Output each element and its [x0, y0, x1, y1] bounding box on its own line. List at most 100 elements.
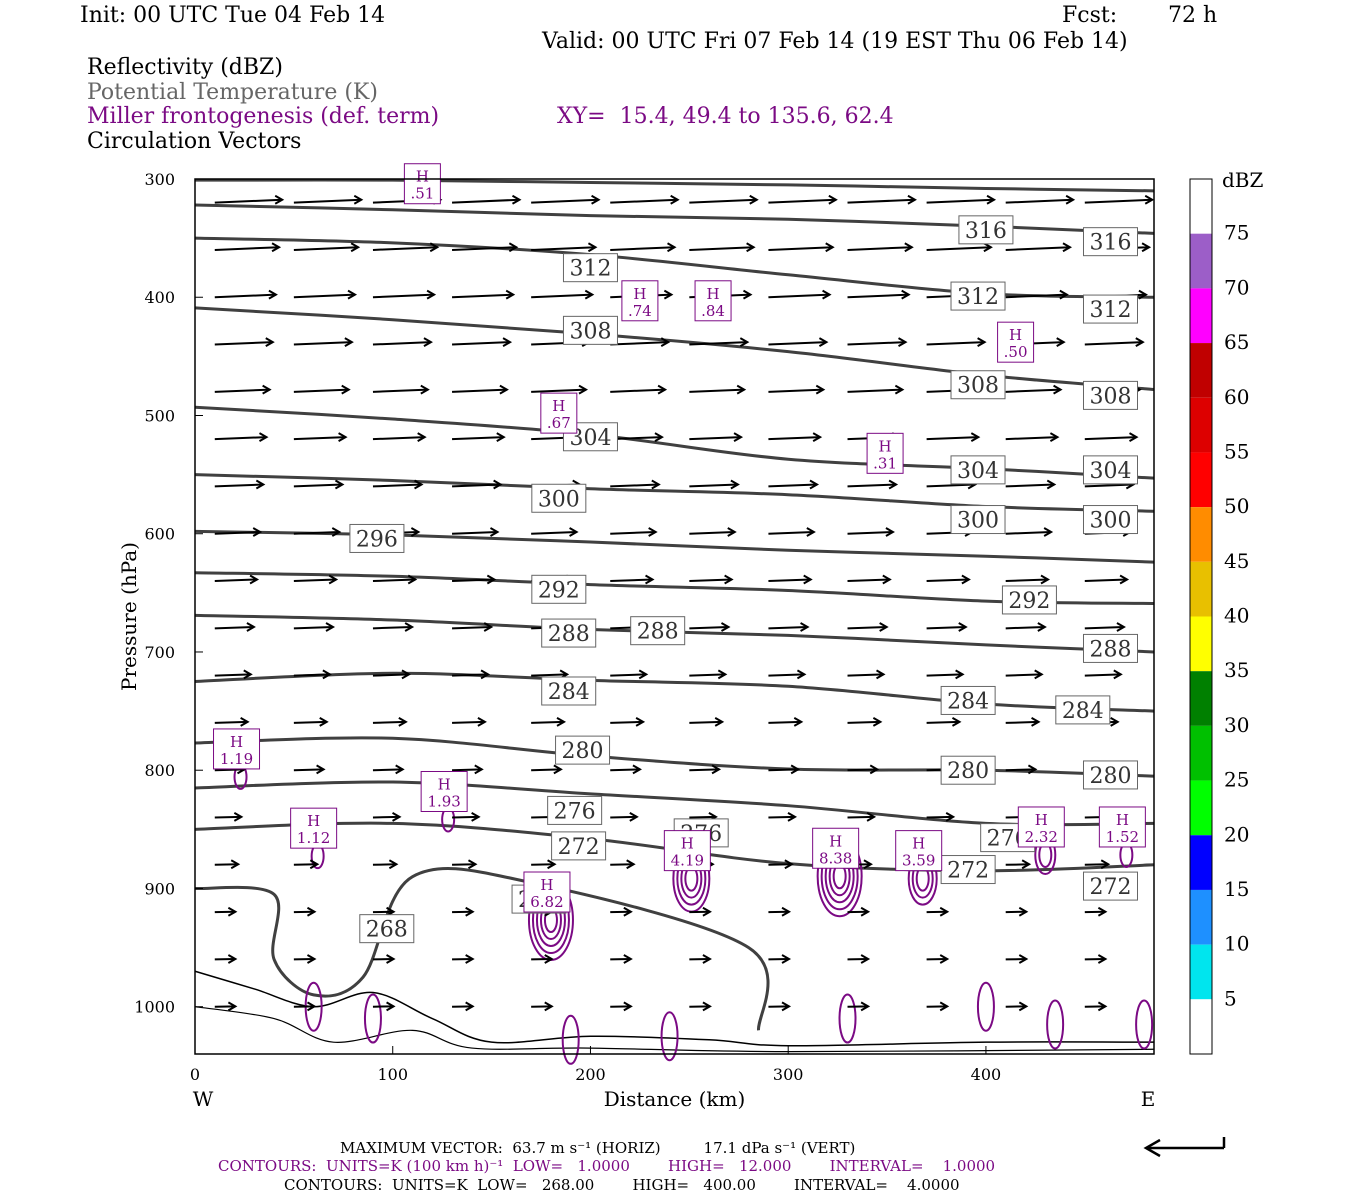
circulation-vector: [372, 436, 425, 441]
theta-label-box: [562, 253, 618, 283]
circulation-vector: [214, 863, 239, 866]
vector-arrowhead: [395, 764, 405, 775]
vector-arrowhead: [316, 764, 326, 775]
frontogenesis-ring: [838, 993, 857, 1044]
vector-arrowhead: [477, 717, 487, 727]
y-tick-label: 800: [144, 761, 175, 780]
circulation-vector: [768, 531, 814, 535]
frontogenesis-max-value: 3.59: [902, 852, 935, 870]
theta-label: 308: [1089, 384, 1131, 409]
circulation-vector: [768, 388, 824, 393]
frontogenesis-max-h: H: [552, 397, 565, 415]
theta-label-box: [1082, 227, 1138, 257]
fcst-label: Fcst:: [1062, 3, 1118, 28]
circulation-vector: [293, 436, 346, 441]
vector-arrowhead: [1037, 622, 1047, 632]
vector-arrowhead: [860, 906, 871, 917]
circulation-vector: [768, 720, 802, 724]
vector-arrowhead: [818, 337, 829, 348]
circulation-vector: [689, 768, 720, 772]
vector-arrowhead: [1138, 289, 1148, 300]
vector-arrowhead: [258, 432, 269, 442]
circulation-vector: [1084, 578, 1128, 583]
vector-arrowhead: [334, 479, 345, 490]
frontogenesis-max-h: H: [1035, 811, 1048, 829]
x-axis-label: Distance (km): [604, 1087, 746, 1111]
vector-arrowhead: [489, 527, 500, 537]
circulation-vector: [689, 625, 729, 630]
circulation-vector: [293, 578, 337, 583]
vector-arrowhead: [790, 764, 801, 775]
colorbar-band: [1190, 507, 1212, 562]
circulation-vector: [1084, 198, 1153, 204]
frontogenesis-max-h: H: [307, 812, 320, 830]
plot-frame: [194, 178, 1155, 1055]
circulation-vector: [214, 341, 273, 346]
vector-arrowhead: [309, 859, 320, 870]
circulation-vector: [372, 483, 422, 488]
vector-arrowhead: [901, 289, 911, 300]
circulation-vector: [768, 293, 830, 299]
circulation-vector: [847, 293, 909, 299]
circulation-vector: [293, 293, 356, 299]
circulation-vector: [847, 198, 915, 204]
theta-label-box: [1082, 294, 1138, 324]
vector-arrowhead: [252, 527, 263, 537]
vector-arrowhead: [638, 669, 649, 680]
colorbar-band: [1190, 452, 1212, 508]
circulation-vector: [452, 578, 495, 583]
vector-arrowhead: [812, 432, 823, 442]
colorbar-label: 15: [1224, 877, 1249, 901]
frontogenesis-max-box: [290, 807, 338, 849]
vector-arrowhead: [420, 384, 430, 395]
theta-label: 308: [569, 319, 611, 344]
vector-arrowhead: [739, 337, 750, 348]
theta-label-box: [541, 676, 597, 706]
vector-arrowhead: [499, 384, 509, 395]
colorbar-band: [1190, 889, 1212, 945]
vector-arrowhead: [1043, 527, 1054, 537]
theta-label-box: [1082, 633, 1138, 663]
theta-label-box: [1082, 455, 1138, 485]
circulation-vector: [452, 341, 511, 346]
vector-arrowhead: [986, 194, 997, 205]
vector-arrowhead: [1141, 242, 1152, 253]
frontogenesis-max-value: .31: [873, 454, 897, 472]
vector-arrowhead: [230, 859, 241, 870]
theta-label: 304: [957, 459, 999, 484]
circulation-vector: [452, 863, 476, 866]
colorbar-band: [1190, 288, 1212, 344]
vector-arrowhead: [727, 527, 737, 537]
colorbar-label: 25: [1224, 768, 1249, 792]
frontogenesis-max-box: [540, 392, 578, 434]
theta-label: 312: [957, 285, 999, 310]
theta-label: 288: [548, 622, 590, 647]
circulation-vector: [1084, 863, 1109, 866]
circulation-vector: [1005, 768, 1036, 772]
colorbar-unit: dBZ: [1222, 168, 1264, 192]
theta-label-box: [940, 685, 996, 715]
circulation-vector: [847, 483, 897, 488]
vector-arrowhead: [417, 432, 427, 442]
vector-arrowhead: [386, 954, 396, 964]
vector-arrowhead: [493, 479, 503, 490]
vector-arrowhead: [1053, 384, 1063, 395]
frontogenesis-max-box: [1098, 806, 1146, 848]
vector-arrowhead: [544, 954, 554, 964]
vector-arrowhead: [977, 337, 987, 348]
theta-label-box: [1082, 871, 1138, 901]
vector-arrowhead: [945, 811, 956, 822]
colorbar-band: [1190, 233, 1212, 289]
circulation-vector: [768, 246, 833, 251]
vector-arrowhead: [407, 574, 418, 585]
vector-arrowhead: [876, 669, 886, 680]
vector-arrowhead: [1062, 242, 1073, 253]
frontogenesis-max-value: 8.38: [819, 849, 852, 867]
west-label: W: [193, 1087, 214, 1111]
vector-arrowhead: [629, 811, 639, 822]
y-tick-label: 700: [144, 643, 175, 662]
circulation-vector: [1084, 673, 1121, 677]
vector-arrowhead: [720, 622, 731, 632]
circulation-vector: [452, 768, 482, 772]
